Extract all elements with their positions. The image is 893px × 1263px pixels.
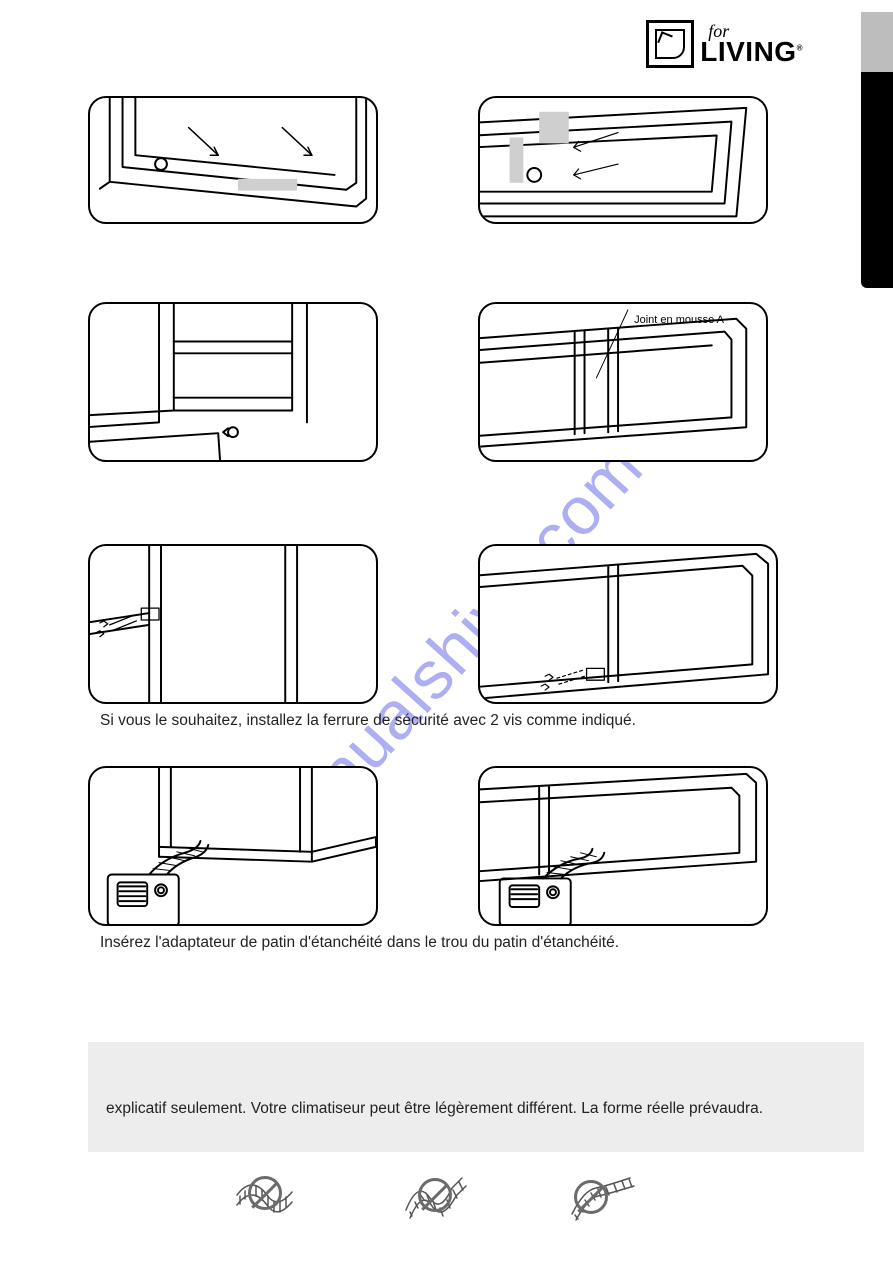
- instruction-grid: Joint en mousse A: [88, 96, 808, 952]
- prohibit-circle-icon: [418, 1178, 452, 1212]
- diagram-ac-hose-horizontal: [480, 768, 766, 926]
- diagram-window-frame-top-right: [480, 98, 766, 224]
- caption-security-bracket: Si vous le souhaitez, installez la ferru…: [100, 712, 808, 730]
- panel-3-right: [478, 544, 778, 704]
- caption-seal-adapter: Insérez l'adaptateur de patin d'étanchéi…: [100, 934, 808, 952]
- hose-bend-sharp-icon: [232, 1170, 302, 1222]
- diagram-ac-hose-vertical: [90, 768, 376, 926]
- diagram-window-frame-bottom-left: [90, 98, 376, 224]
- panel-2-left: [88, 302, 378, 462]
- hose-kink-icon: [568, 1170, 638, 1222]
- edge-tab-black: [861, 72, 893, 288]
- prohibit-circle-icon: [574, 1180, 608, 1214]
- row-3: [88, 544, 808, 704]
- brand-logo-text: for LIVING®: [700, 24, 803, 63]
- row-1: [88, 96, 808, 224]
- panel-1-right: [478, 96, 768, 224]
- panel-1-left: [88, 96, 378, 224]
- panel-4-left: [88, 766, 378, 926]
- panel-3-left: [88, 544, 378, 704]
- diagram-window-horizontal-foam: [480, 304, 766, 462]
- panel-2-right: Joint en mousse A: [478, 302, 768, 462]
- diagram-window-vertical-slider: [90, 304, 376, 462]
- label-foam-seal: Joint en mousse A: [634, 314, 724, 326]
- row-2: Joint en mousse A: [88, 302, 808, 462]
- page: for LIVING® manualshive.com: [0, 0, 893, 1263]
- edge-tab-gray: [861, 12, 893, 72]
- note-text: explicatif seulement. Votre climatiseur …: [106, 1100, 846, 1118]
- row-4: [88, 766, 808, 926]
- brand-logo-mark: [646, 20, 694, 68]
- brand-name: LIVING®: [700, 40, 803, 64]
- note-box: explicatif seulement. Votre climatiseur …: [88, 1042, 864, 1152]
- prohibited-hose-row: [232, 1170, 638, 1222]
- hose-twist-icon: [400, 1170, 470, 1222]
- prohibit-circle-icon: [248, 1176, 282, 1210]
- brand-logo: for LIVING®: [646, 20, 803, 68]
- diagram-bracket-horizontal: [480, 546, 776, 704]
- diagram-bracket-vertical: [90, 546, 376, 704]
- panel-4-right: [478, 766, 768, 926]
